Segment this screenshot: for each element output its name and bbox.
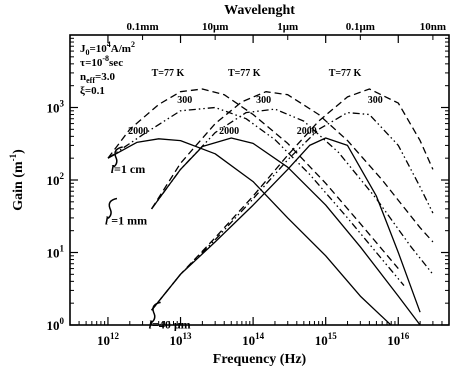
size-value: =40 μm [152, 317, 191, 331]
param-subscript: 0 [86, 48, 90, 57]
series-line-1 [107, 88, 399, 270]
y-tick-exponent: 0 [60, 316, 65, 326]
param-name: ξ [80, 85, 85, 97]
curve-label-7: 2000 [128, 126, 148, 137]
size-arrow-3 [151, 301, 161, 323]
size-label-2: l =1 mm [105, 213, 147, 227]
param-name: J [80, 43, 86, 55]
curve-label-6: 300 [368, 95, 383, 106]
x-tick-label-4: 1015 [315, 331, 338, 348]
series-line-3 [107, 138, 392, 325]
param-value: =10 [90, 43, 108, 55]
top-tick-label-3: 1μm [277, 21, 298, 33]
series-line-6 [151, 137, 421, 325]
y-axis-label-close: ) [11, 149, 26, 154]
x-tick-exponent: 12 [110, 331, 120, 341]
y-tick-label-3: 102 [47, 171, 65, 188]
x-tick-label-3: 1014 [242, 331, 265, 348]
series-layer [107, 88, 434, 325]
size-arrow-2 [107, 197, 118, 220]
y-tick-exponent: 1 [60, 244, 65, 254]
y-tick-exponent: 3 [60, 99, 65, 109]
x-tick-exponent: 16 [400, 331, 410, 341]
y-tick-base: 10 [47, 318, 60, 333]
top-tick-label-1: 0.1mm [127, 21, 159, 33]
series-line-8 [151, 111, 434, 311]
y-axis-label-exponent: -1 [8, 153, 18, 161]
x-tick-exponent: 14 [255, 331, 265, 341]
size-variable: l [149, 317, 153, 331]
param-unit-superscript: 2 [131, 40, 135, 49]
param-2: τ=10-8sec [80, 54, 123, 69]
curve-label-9: 2000 [297, 126, 317, 137]
param-4: ξ=0.1 [80, 85, 105, 97]
param-value: =3.0 [95, 71, 116, 83]
x-tick-base: 10 [97, 333, 110, 348]
top-tick-label-5: 10nm [420, 21, 446, 33]
curve-label-4: 300 [177, 95, 192, 106]
x-tick-exponent: 13 [183, 331, 193, 341]
x-tick-label-5: 1016 [387, 331, 410, 348]
param-unit: A/m [111, 43, 131, 55]
top-axis-label: Wavelenght [224, 3, 295, 18]
x-tick-base: 10 [242, 333, 255, 348]
size-variable: l [111, 162, 115, 176]
series-line-7 [151, 88, 434, 311]
y-tick-base: 10 [47, 173, 60, 188]
size-arrow-1 [113, 146, 123, 168]
size-label-1: l=1 cm [111, 162, 146, 176]
param-value: =10 [85, 57, 103, 69]
param-subscript: eff [86, 76, 95, 85]
y-tick-exponent: 2 [60, 171, 65, 181]
y-axis-label-main: Gain (m [11, 161, 26, 211]
x-tick-base: 10 [387, 333, 400, 348]
top-tick-label-2: 10μm [202, 21, 228, 33]
curve-label-3: T=77 K [329, 68, 362, 79]
x-tick-base: 10 [315, 333, 328, 348]
y-tick-label-1: 100 [47, 316, 65, 333]
curve-label-1: T=77 K [152, 68, 185, 79]
series-line-5 [151, 108, 434, 275]
param-unit: sec [109, 57, 123, 69]
param-1: J0=104A/m2 [80, 40, 135, 57]
param-superscript: -8 [102, 54, 109, 63]
param-3: neff=3.0 [80, 71, 116, 85]
y-tick-label-2: 101 [47, 244, 65, 261]
size-variable: l [105, 213, 109, 227]
curve-label-8: 2000 [219, 126, 239, 137]
x-tick-exponent: 15 [328, 331, 338, 341]
param-name: n [80, 71, 86, 83]
x-tick-base: 10 [170, 333, 183, 348]
curve-label-5: 300 [256, 95, 271, 106]
size-value: =1 cm [114, 162, 145, 176]
top-tick-label-4: 0.1μm [346, 21, 375, 33]
x-axis-label: Frequency (Hz) [213, 352, 307, 367]
y-tick-base: 10 [47, 246, 60, 261]
curve-label-2: T=77 K [228, 68, 261, 79]
x-tick-label-1: 1012 [97, 331, 120, 348]
size-value: =1 mm [108, 213, 147, 227]
y-tick-label-4: 103 [47, 99, 65, 116]
series-line-4 [151, 91, 434, 243]
y-axis-label: Gain (m-1) [8, 149, 26, 211]
param-superscript: 4 [107, 40, 111, 49]
series-line-2 [107, 106, 405, 287]
param-value: =0.1 [85, 85, 105, 97]
x-tick-label-2: 1013 [170, 331, 193, 348]
y-tick-base: 10 [47, 101, 60, 116]
param-name: τ [80, 57, 85, 69]
series-line-9 [151, 137, 421, 313]
